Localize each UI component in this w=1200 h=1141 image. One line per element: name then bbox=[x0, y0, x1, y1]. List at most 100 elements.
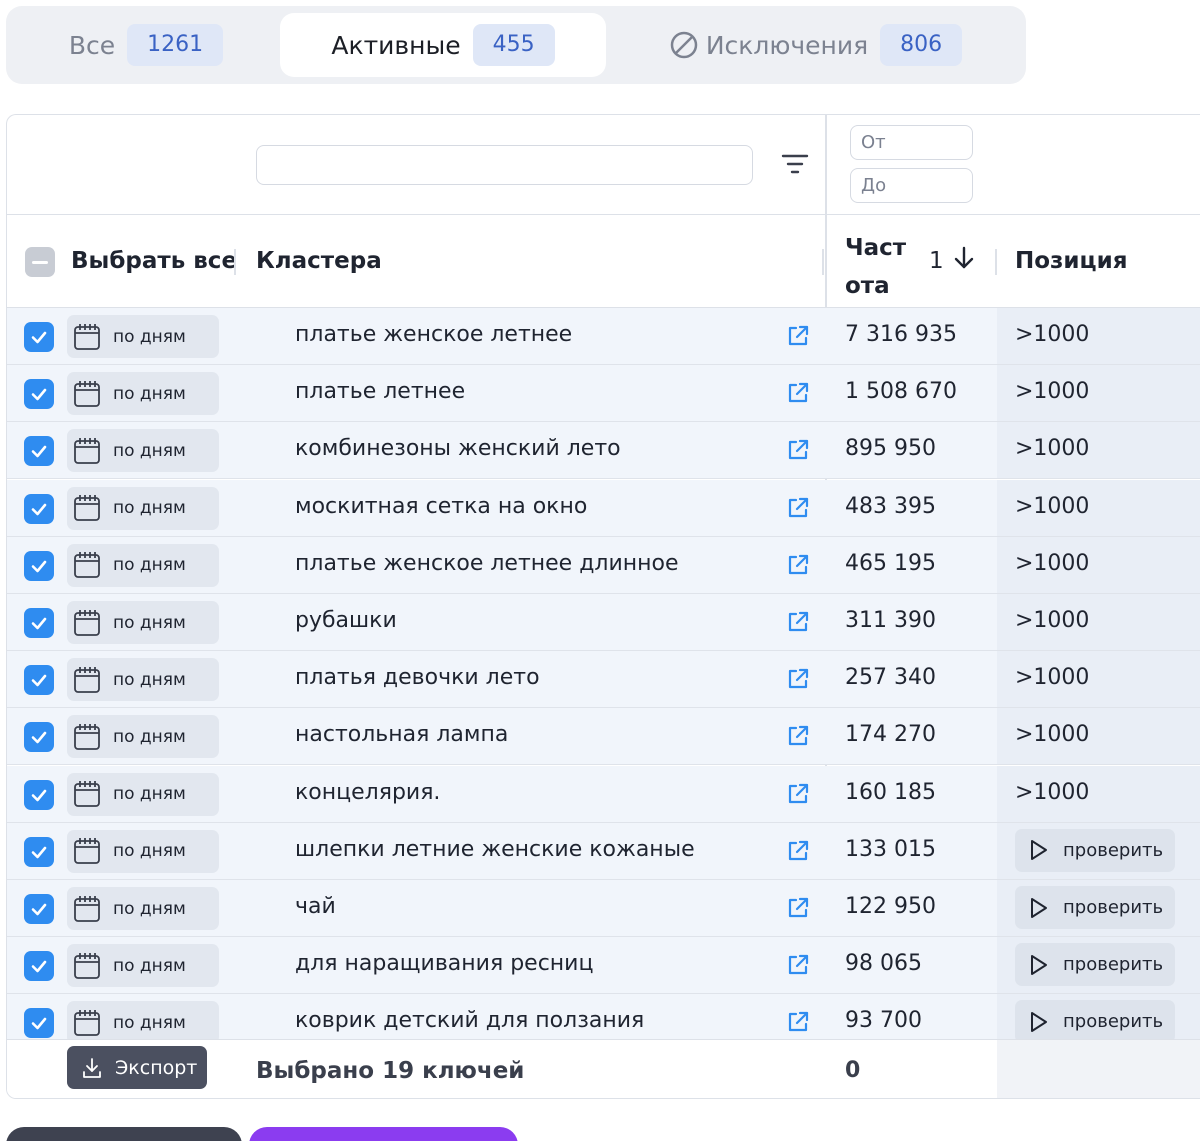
table-row: по дням чай 122 950 проверить bbox=[7, 880, 1200, 937]
filter-row bbox=[7, 115, 1200, 215]
external-link-icon[interactable] bbox=[786, 839, 810, 863]
cluster-keyword: шлепки летние женские кожаные bbox=[295, 836, 695, 862]
check-position-button[interactable]: проверить bbox=[1015, 886, 1175, 929]
position-column-bg bbox=[997, 594, 1200, 650]
row-checkbox[interactable] bbox=[24, 322, 54, 352]
cluster-search-input[interactable] bbox=[256, 145, 753, 185]
cluster-keyword: платье летнее bbox=[295, 379, 466, 405]
check-position-button[interactable]: проверить bbox=[1015, 943, 1175, 987]
by-days-button[interactable]: по дням bbox=[67, 715, 219, 759]
clusters-header[interactable]: Кластера bbox=[256, 248, 382, 274]
by-days-label: по дням bbox=[113, 383, 186, 404]
row-checkbox[interactable] bbox=[24, 836, 54, 867]
tab-all[interactable]: Все 1261 bbox=[46, 13, 246, 77]
tab-exclusions[interactable]: Исключения 806 bbox=[636, 13, 996, 77]
cluster-keyword: коврик детский для ползания bbox=[295, 1008, 645, 1034]
by-days-button[interactable]: по дням bbox=[67, 372, 219, 416]
external-link-icon[interactable] bbox=[786, 381, 810, 405]
row-checkbox[interactable] bbox=[24, 608, 54, 638]
by-days-button[interactable]: по дням bbox=[67, 944, 219, 988]
calendar-icon bbox=[74, 609, 100, 636]
bottom-action-button[interactable] bbox=[6, 1127, 242, 1141]
calendar-icon bbox=[74, 323, 100, 350]
table-row: по дням платье женское летнее 7 316 935 >10… bbox=[7, 308, 1200, 365]
by-days-button[interactable]: по дням bbox=[67, 486, 219, 530]
bottom-primary-button[interactable] bbox=[249, 1127, 518, 1141]
checkmark-icon bbox=[31, 846, 47, 859]
calendar-icon bbox=[74, 838, 100, 865]
table-row: по дням платье летнее 1 508 670 >1000 bbox=[7, 365, 1200, 423]
by-days-label: по дням bbox=[113, 555, 186, 576]
tab-all-label: Все bbox=[68, 30, 116, 60]
sort-order-index: 1 bbox=[929, 248, 944, 274]
frequency-value: 1 508 670 bbox=[845, 379, 957, 405]
by-days-button[interactable]: по дням bbox=[67, 429, 219, 473]
by-days-label: по дням bbox=[113, 898, 186, 919]
frequency-value: 160 185 bbox=[845, 779, 936, 805]
check-position-label: проверить bbox=[1063, 954, 1164, 976]
external-link-icon[interactable] bbox=[786, 724, 810, 748]
by-days-label: по дням bbox=[113, 955, 186, 976]
by-days-label: по дням bbox=[113, 726, 186, 747]
by-days-button[interactable]: по дням bbox=[67, 829, 219, 873]
check-position-button[interactable]: проверить bbox=[1015, 1000, 1175, 1044]
external-link-icon[interactable] bbox=[786, 953, 810, 977]
clusters-table: Выбрать все Кластера Частота 1 Позиция п… bbox=[6, 114, 1200, 1099]
calendar-icon bbox=[74, 552, 100, 579]
external-link-icon[interactable] bbox=[786, 496, 810, 520]
external-link-icon[interactable] bbox=[786, 782, 810, 806]
by-days-button[interactable]: по дням bbox=[67, 315, 219, 358]
cluster-keyword: платье женское летнее длинное bbox=[295, 550, 679, 576]
external-link-icon[interactable] bbox=[786, 553, 810, 577]
frequency-to-input[interactable] bbox=[850, 168, 973, 203]
calendar-icon bbox=[74, 895, 100, 922]
row-checkbox[interactable] bbox=[24, 436, 54, 467]
row-checkbox[interactable] bbox=[24, 894, 54, 924]
table-row: по дням платья девочки лето 257 340 >1000 bbox=[7, 651, 1200, 709]
row-checkbox[interactable] bbox=[24, 550, 54, 581]
position-value: >1000 bbox=[1015, 493, 1090, 519]
frequency-total: 0 bbox=[845, 1058, 861, 1083]
frequency-value: 257 340 bbox=[845, 665, 936, 691]
select-all-checkbox[interactable] bbox=[25, 247, 55, 277]
select-all-label[interactable]: Выбрать все bbox=[71, 248, 238, 274]
by-days-button[interactable]: по дням bbox=[67, 601, 219, 644]
check-position-button[interactable]: проверить bbox=[1015, 828, 1175, 872]
frequency-value: 483 395 bbox=[845, 493, 936, 519]
filter-icon[interactable] bbox=[780, 151, 810, 177]
row-checkbox[interactable] bbox=[24, 722, 54, 753]
export-button[interactable]: Экспорт bbox=[67, 1046, 207, 1089]
frequency-value: 465 195 bbox=[845, 550, 936, 576]
by-days-button[interactable]: по дням bbox=[67, 1001, 219, 1045]
row-checkbox[interactable] bbox=[24, 493, 54, 524]
frequency-from-input[interactable] bbox=[850, 125, 973, 160]
calendar-icon bbox=[74, 437, 100, 464]
external-link-icon[interactable] bbox=[786, 610, 810, 634]
tab-active[interactable]: Активные 455 bbox=[280, 13, 606, 77]
row-checkbox[interactable] bbox=[24, 951, 54, 982]
external-link-icon[interactable] bbox=[786, 1010, 810, 1034]
frequency-header[interactable]: Частота bbox=[845, 235, 907, 299]
calendar-icon bbox=[74, 781, 100, 807]
by-days-button[interactable]: по дням bbox=[67, 887, 219, 930]
external-link-icon[interactable] bbox=[786, 438, 810, 462]
checkmark-icon bbox=[31, 388, 47, 401]
external-link-icon[interactable] bbox=[786, 667, 810, 691]
calendar-icon bbox=[74, 495, 100, 521]
row-checkbox[interactable] bbox=[24, 379, 54, 410]
header-separator bbox=[234, 249, 236, 275]
header-separator bbox=[822, 249, 824, 275]
by-days-button[interactable]: по дням bbox=[67, 543, 219, 587]
external-link-icon[interactable] bbox=[786, 896, 810, 920]
export-label: Экспорт bbox=[115, 1056, 198, 1079]
row-checkbox[interactable] bbox=[24, 1008, 54, 1039]
row-checkbox[interactable] bbox=[24, 665, 54, 696]
table-row: по дням шлепки летние женские кожаные 133 … bbox=[7, 822, 1200, 880]
external-link-icon[interactable] bbox=[786, 324, 810, 348]
position-header[interactable]: Позиция bbox=[1015, 248, 1128, 274]
by-days-button[interactable]: по дням bbox=[67, 658, 219, 702]
position-value: >1000 bbox=[1015, 665, 1090, 691]
arrow-down-icon[interactable] bbox=[953, 245, 975, 271]
row-checkbox[interactable] bbox=[24, 779, 54, 810]
by-days-button[interactable]: по дням bbox=[67, 772, 219, 816]
